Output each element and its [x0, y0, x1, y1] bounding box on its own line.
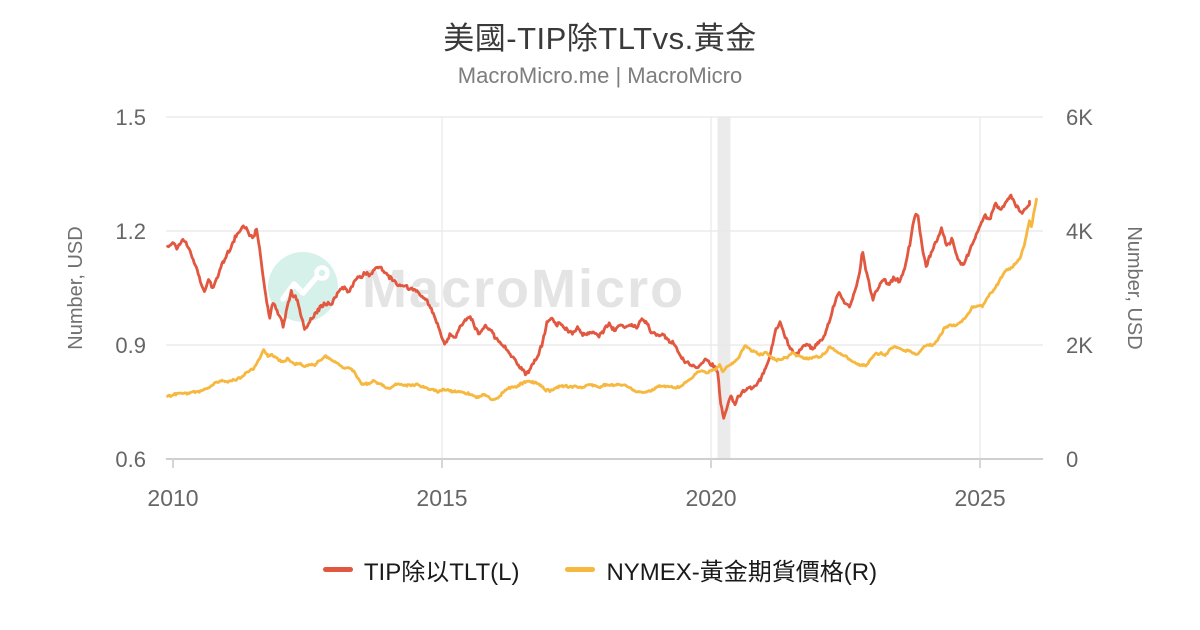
y-left-tick-label: 0.9 [115, 333, 146, 358]
y-right-tick-label: 2K [1066, 333, 1093, 358]
axis-layer [166, 458, 1043, 468]
y-axis-left-title: Number, USD [65, 226, 87, 349]
y-axis-right-title: Number, USD [1123, 226, 1145, 349]
x-tick-label: 2010 [147, 485, 198, 511]
chart-subtitle: MacroMicro.me | MacroMicro [457, 63, 743, 88]
legend: TIP除以TLT(L) NYMEX-黃金期貨價格(R) [0, 552, 1200, 587]
y-right-tick-label: 4K [1066, 219, 1093, 244]
x-tick-label: 2025 [954, 485, 1005, 511]
legend-swatch-icon [565, 567, 596, 572]
recession-band [717, 117, 731, 458]
legend-item-0[interactable]: TIP除以TLT(L) [322, 552, 520, 587]
y-left-tick-label: 0.6 [115, 447, 146, 472]
watermark: MacroMicro [268, 252, 683, 322]
y-left-tick-label: 1.5 [115, 105, 146, 130]
line-chart-icon-dot [314, 265, 330, 281]
series-layer [166, 193, 1038, 420]
legend-swatch-icon [322, 567, 353, 572]
tick-label-layer: 0.6 0.9 1.2 1.5 0 2K 4K 6K 2010 2015 2020 2025 [115, 105, 1093, 511]
chart-title: 美國-TIP除TLTvs.黃金 [443, 21, 757, 56]
series-line-0 [166, 193, 1031, 420]
recession-band-layer [717, 117, 731, 458]
gridline-layer [166, 116, 1043, 459]
y-left-tick-label: 1.2 [115, 219, 146, 244]
x-tick-label: 2020 [685, 485, 736, 511]
line-chart-icon [280, 275, 319, 302]
y-right-tick-label: 6K [1066, 105, 1093, 130]
legend-label: TIP除以TLT(L) [363, 559, 520, 586]
x-tick-label: 2015 [416, 485, 467, 511]
legend-item-1[interactable]: NYMEX-黃金期貨價格(R) [565, 552, 877, 587]
series-line-1 [166, 197, 1038, 402]
y-right-tick-label: 0 [1066, 447, 1078, 472]
legend-label: NYMEX-黃金期貨價格(R) [606, 559, 878, 586]
